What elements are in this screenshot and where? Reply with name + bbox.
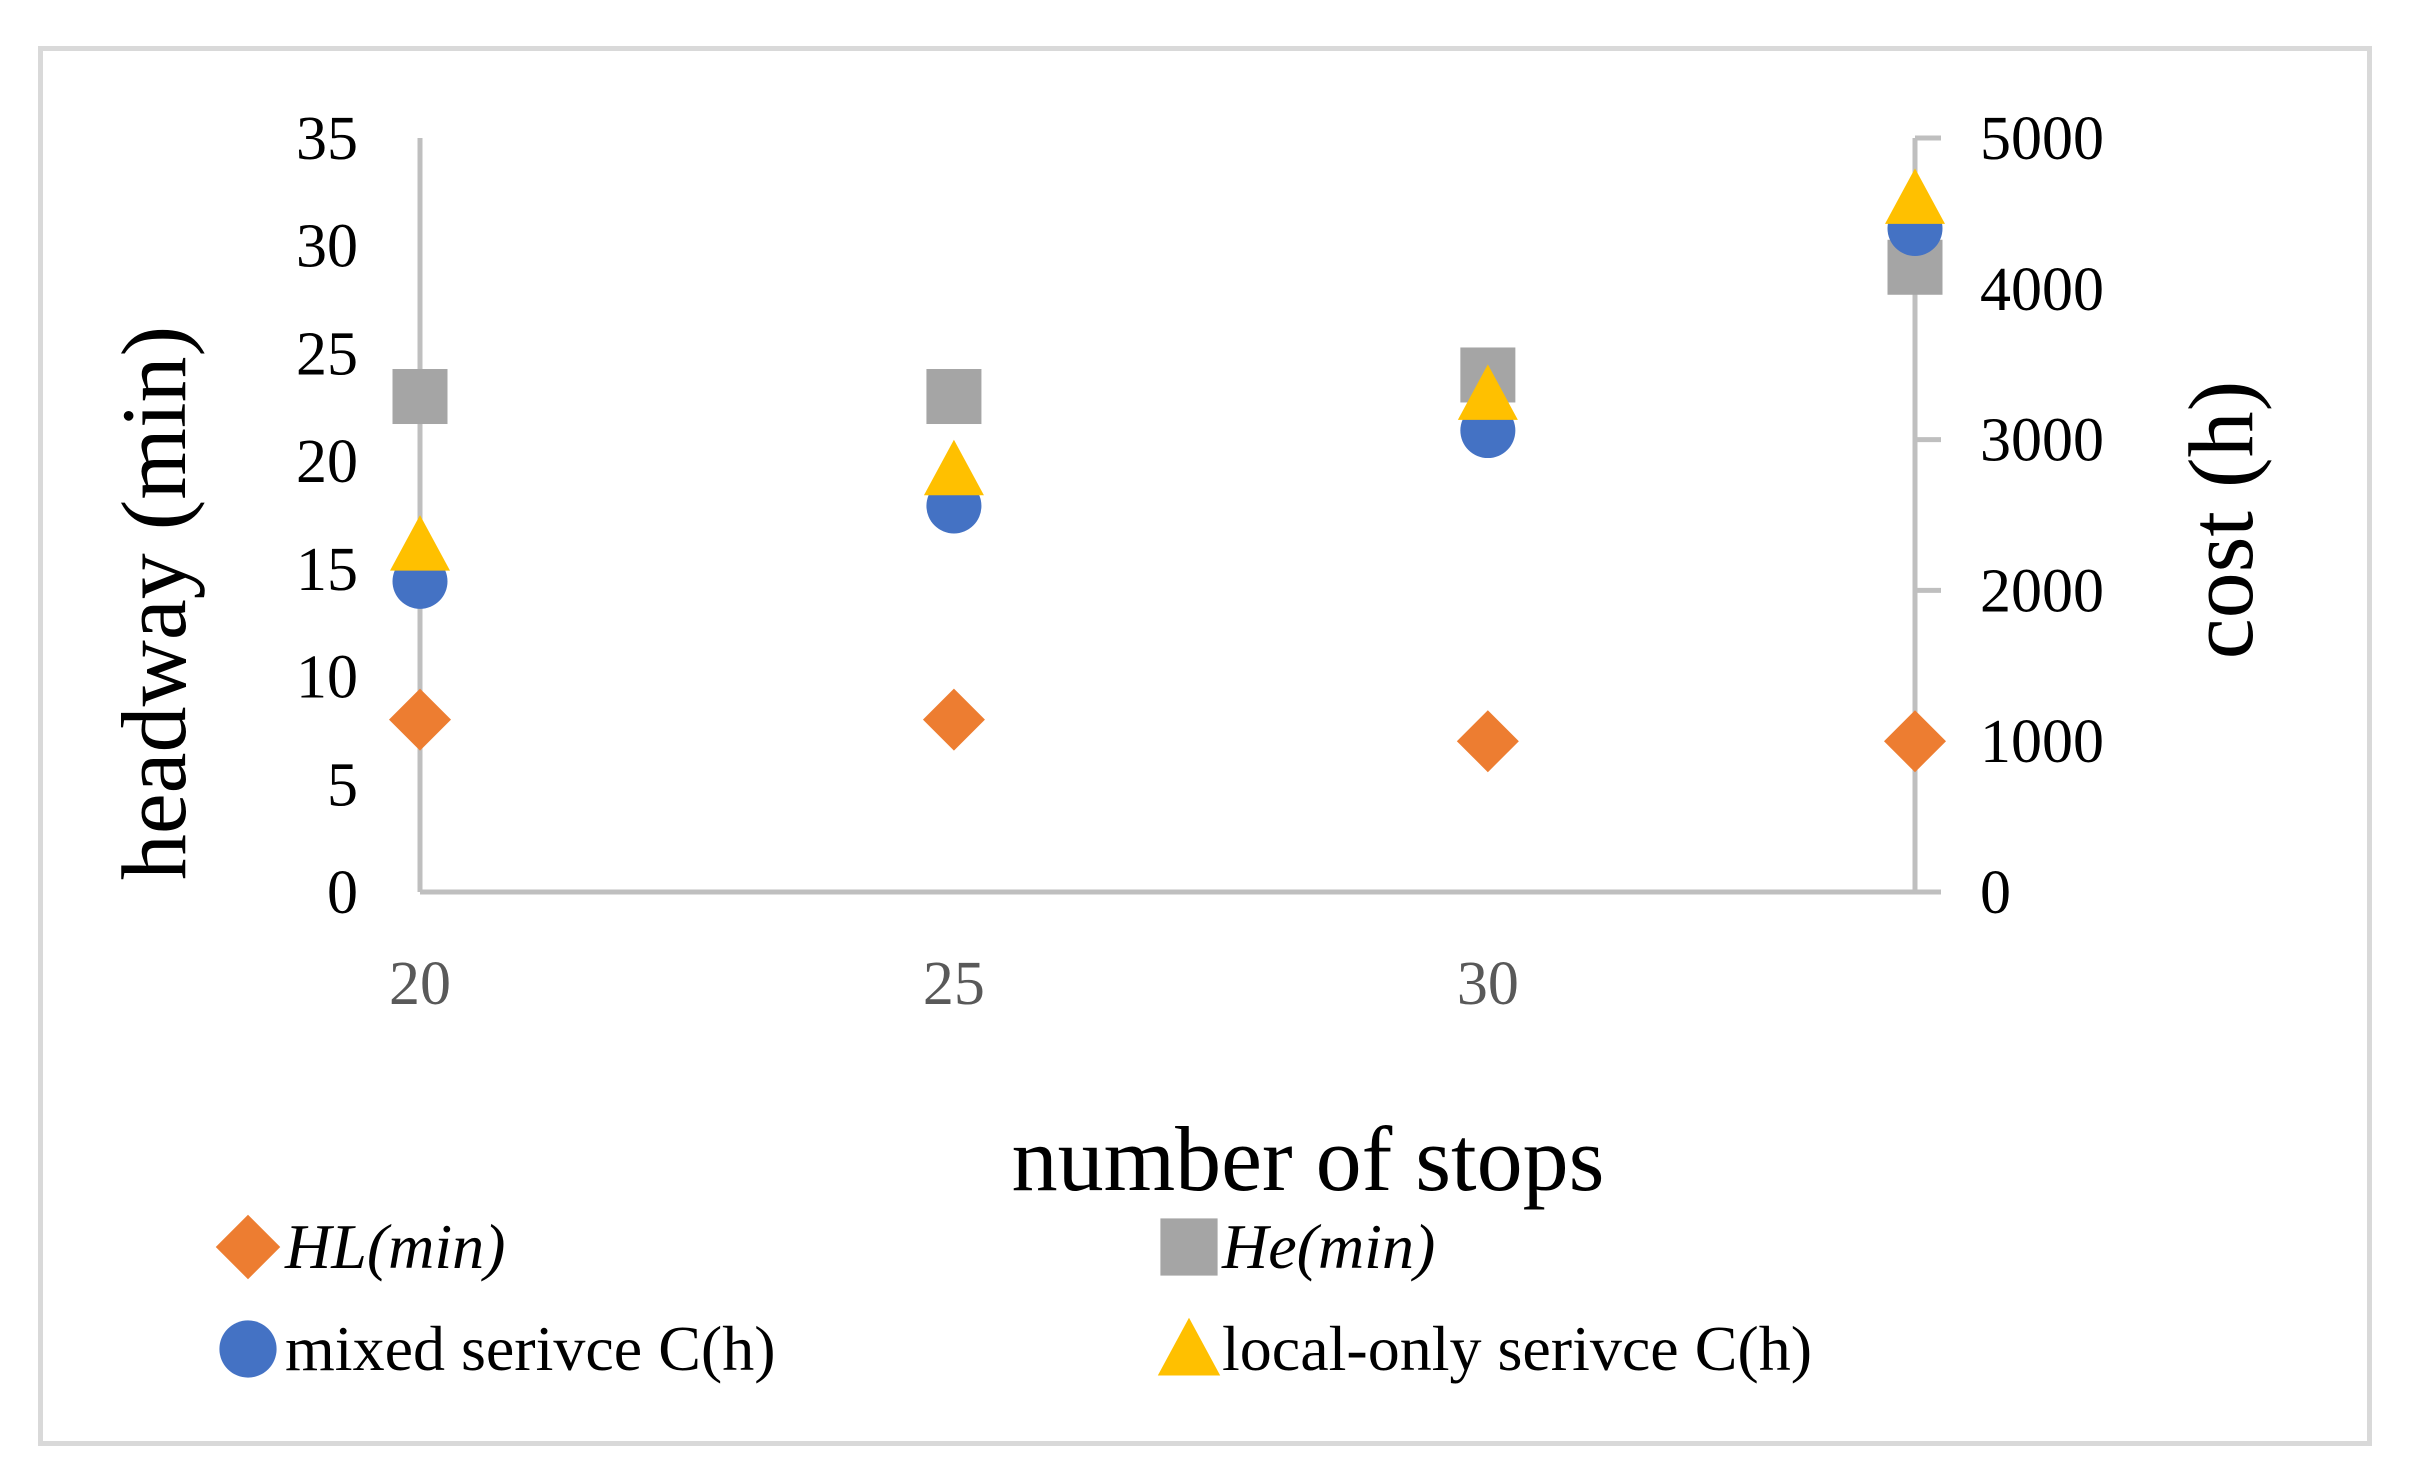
triangle-point: [1885, 168, 1945, 224]
x-tick-label: 30: [1457, 950, 1519, 1018]
legend-item: mixed serivce C(h): [219, 1313, 776, 1384]
left-tick-label: 20: [296, 428, 358, 496]
left-axis-title: headway (min): [103, 326, 205, 880]
left-tick-label: 10: [296, 644, 358, 712]
right-tick-label: 5000: [1980, 105, 2104, 173]
x-tick-label: 20: [389, 950, 451, 1018]
legend-label: local-only serivce C(h): [1222, 1313, 1812, 1384]
legend-item: HL(min): [215, 1211, 505, 1282]
left-tick-label: 15: [296, 536, 358, 604]
legend-item: local-only serivce C(h): [1157, 1313, 1812, 1384]
legend-circle-icon: [219, 1320, 277, 1378]
axes: [417, 138, 1918, 895]
left-tick-label: 5: [327, 751, 358, 819]
left-tick-label: 35: [296, 105, 358, 173]
right-axis-ticks: 0 1000 2000 3000 4000 5000: [1915, 105, 2104, 927]
right-tick-label: 4000: [1980, 256, 2104, 324]
legend: HL(min) He(min) mixed serivce C(h) local-on…: [215, 1211, 1812, 1384]
left-tick-label: 25: [296, 320, 358, 388]
triangle-point: [1457, 364, 1518, 420]
square-point: [926, 369, 982, 425]
square-point: [392, 369, 448, 425]
x-tick-label: 25: [923, 950, 985, 1018]
x-axis-title: number of stops: [1012, 1108, 1605, 1210]
data-marks: [389, 168, 1946, 773]
series-diamond: [389, 688, 1946, 773]
series-circle: [392, 200, 1943, 609]
left-tick-label: 0: [327, 859, 358, 927]
right-tick-label: 1000: [1980, 708, 2104, 776]
x-axis-ticks: 20 25 30: [389, 950, 1519, 1018]
legend-triangle-icon: [1157, 1317, 1221, 1376]
legend-label: HL(min): [284, 1211, 505, 1282]
legend-label: mixed serivce C(h): [285, 1313, 776, 1384]
diamond-point: [389, 688, 451, 751]
legend-label: He(min): [1221, 1211, 1435, 1282]
diamond-point: [922, 688, 985, 751]
legend-diamond-icon: [215, 1214, 281, 1280]
triangle-point: [923, 439, 984, 496]
diamond-point: [1456, 710, 1519, 773]
right-tick-label: 3000: [1980, 407, 2104, 475]
left-axis-ticks: 0 5 10 15 20 25 30 35: [296, 105, 358, 927]
right-tick-label: 2000: [1980, 557, 2104, 625]
right-axis-title: cost (h): [2170, 381, 2272, 659]
diamond-point: [1884, 710, 1946, 773]
left-tick-label: 30: [296, 213, 358, 281]
chart-frame: [38, 46, 2372, 1446]
series-triangle: [390, 168, 1945, 571]
legend-square-icon: [1160, 1218, 1218, 1276]
series-square: [392, 239, 1943, 425]
legend-item: He(min): [1160, 1211, 1435, 1282]
triangle-point: [390, 515, 450, 571]
right-tick-label: 0: [1980, 859, 2011, 927]
